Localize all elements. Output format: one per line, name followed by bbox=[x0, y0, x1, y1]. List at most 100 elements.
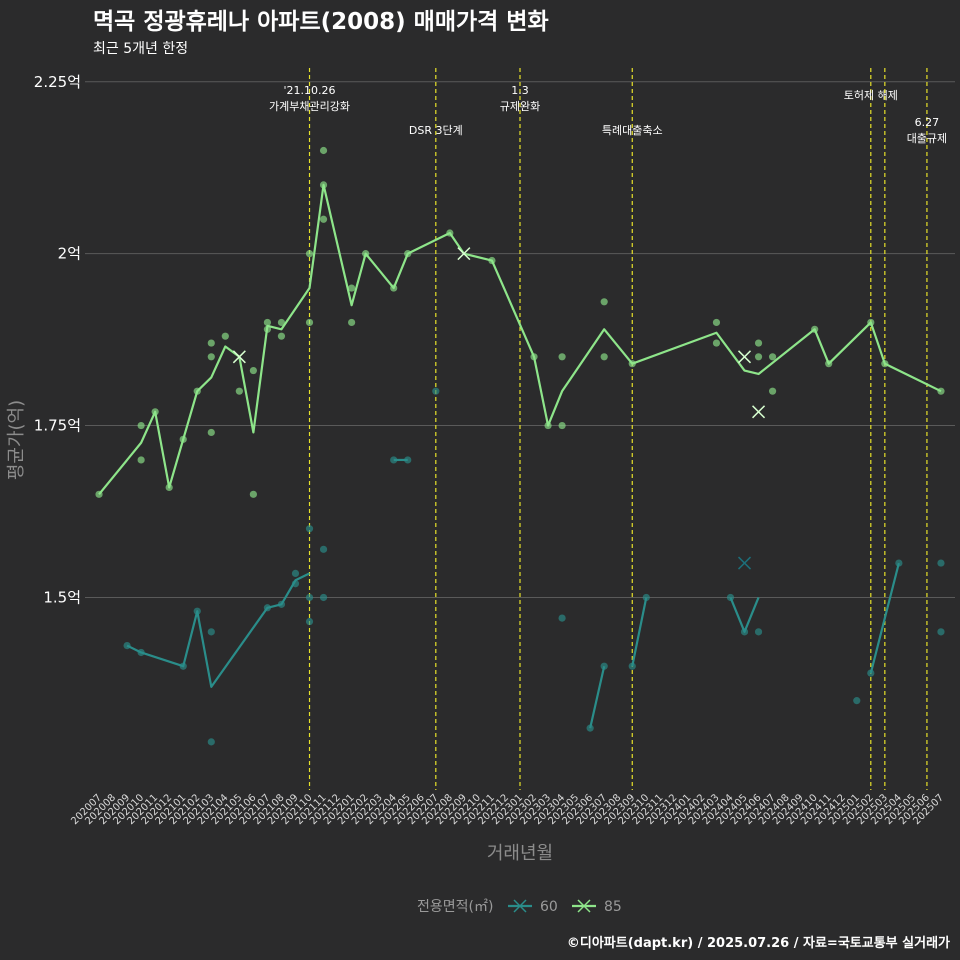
data-point-85 bbox=[263, 318, 272, 327]
data-point-60 bbox=[867, 669, 875, 677]
data-point-85 bbox=[207, 353, 215, 361]
data-point-60 bbox=[895, 559, 903, 567]
data-point-85 bbox=[446, 229, 454, 237]
data-point-60 bbox=[305, 525, 314, 533]
legend-title: 전용면적(㎡) bbox=[417, 899, 493, 915]
data-point-85 bbox=[530, 353, 538, 361]
data-point-85 bbox=[362, 250, 370, 258]
y-tick-label: 1.75억 bbox=[34, 417, 81, 435]
series-85 bbox=[95, 146, 945, 498]
data-point-85 bbox=[488, 256, 496, 265]
y-tick-label: 2억 bbox=[58, 245, 81, 263]
x-axis-title: 거래년월 bbox=[487, 843, 553, 864]
event-annotation: 대출규제 bbox=[907, 132, 947, 145]
cross-marker-85 bbox=[752, 405, 766, 419]
data-point-85 bbox=[390, 284, 398, 292]
data-point-60 bbox=[937, 628, 945, 636]
y-axis: 1.5억 1.75억 2억 2.25억 bbox=[34, 73, 81, 607]
data-point-60 bbox=[600, 662, 608, 670]
data-point-85 bbox=[754, 353, 763, 361]
data-point-85 bbox=[207, 339, 215, 347]
series-line-60 bbox=[589, 665, 606, 729]
data-point-85 bbox=[754, 339, 763, 347]
data-point-60 bbox=[642, 593, 650, 602]
data-point-85 bbox=[207, 428, 215, 437]
data-point-60 bbox=[754, 628, 763, 636]
data-point-85 bbox=[825, 360, 833, 368]
data-point-85 bbox=[137, 456, 145, 464]
event-annotation: 가계부채관리강화 bbox=[269, 100, 350, 113]
data-point-60 bbox=[179, 662, 187, 670]
chart-title: 멱곡 정광휴레나 아파트(2008) 매매가격 변화 bbox=[93, 9, 549, 35]
data-point-60 bbox=[853, 697, 861, 705]
data-point-85 bbox=[558, 421, 566, 430]
data-point-85 bbox=[221, 332, 229, 340]
data-point-85 bbox=[179, 435, 187, 443]
event-annotation: '21.10.26 bbox=[284, 84, 336, 97]
data-point-85 bbox=[263, 325, 272, 333]
data-point-85 bbox=[137, 421, 145, 430]
data-point-85 bbox=[768, 387, 777, 395]
data-point-60 bbox=[277, 600, 286, 608]
data-point-60 bbox=[937, 559, 945, 567]
data-point-85 bbox=[319, 215, 328, 223]
data-point-60 bbox=[137, 648, 145, 657]
legend-key-cross bbox=[577, 899, 591, 913]
data-point-85 bbox=[712, 318, 721, 327]
data-point-85 bbox=[319, 181, 328, 189]
cross-marker-60 bbox=[737, 556, 752, 570]
data-point-85 bbox=[319, 146, 328, 155]
data-point-85 bbox=[305, 250, 314, 258]
data-point-60 bbox=[432, 387, 440, 395]
y-tick-label: 1.5억 bbox=[43, 588, 81, 606]
data-point-60 bbox=[291, 569, 300, 578]
data-point-85 bbox=[558, 353, 566, 361]
data-point-60 bbox=[628, 662, 636, 670]
data-point-85 bbox=[348, 284, 356, 292]
y-axis-title: 평균가(억) bbox=[6, 400, 27, 480]
data-point-85 bbox=[193, 387, 201, 395]
event-annotation: DSR 3단계 bbox=[409, 124, 463, 137]
data-point-85 bbox=[348, 318, 356, 327]
data-point-85 bbox=[404, 250, 412, 258]
cross-marker-85 bbox=[737, 350, 752, 364]
series-line-60 bbox=[631, 597, 648, 667]
data-point-85 bbox=[867, 318, 875, 327]
data-point-85 bbox=[881, 360, 889, 368]
event-annotation: 특례대출축소 bbox=[602, 124, 663, 137]
data-point-60 bbox=[726, 593, 735, 602]
data-point-85 bbox=[249, 490, 257, 498]
data-point-85 bbox=[544, 421, 552, 430]
cross-marker-85 bbox=[457, 247, 471, 261]
legend-label: 60 bbox=[540, 899, 558, 915]
data-point-85 bbox=[600, 353, 608, 361]
series-line-60 bbox=[729, 597, 760, 633]
data-point-60 bbox=[207, 628, 215, 636]
data-point-60 bbox=[319, 545, 328, 553]
event-annotation: 1.3 bbox=[511, 84, 529, 97]
x-axis: 2020072020082020092020102020112020122021… bbox=[69, 792, 946, 827]
data-point-85 bbox=[768, 353, 777, 361]
data-point-85 bbox=[600, 298, 608, 306]
data-point-85 bbox=[811, 325, 819, 333]
chart-subtitle: 최근 5개년 한정 bbox=[93, 41, 188, 57]
data-point-85 bbox=[712, 339, 721, 347]
data-point-85 bbox=[628, 360, 636, 368]
event-annotation: 토허제 해제 bbox=[844, 88, 898, 102]
data-point-60 bbox=[740, 628, 749, 636]
data-point-85 bbox=[249, 366, 257, 375]
cross-marker-85 bbox=[232, 350, 246, 364]
data-point-85 bbox=[165, 483, 173, 492]
data-point-60 bbox=[305, 593, 314, 602]
legend-label: 85 bbox=[604, 899, 622, 915]
data-point-85 bbox=[151, 408, 159, 416]
data-point-60 bbox=[305, 617, 314, 626]
data-point-60 bbox=[558, 614, 566, 622]
data-point-85 bbox=[277, 318, 286, 327]
data-point-60 bbox=[193, 607, 201, 615]
data-point-85 bbox=[95, 490, 103, 498]
data-point-85 bbox=[305, 318, 314, 327]
data-point-60 bbox=[263, 604, 272, 612]
data-point-60 bbox=[404, 456, 412, 464]
